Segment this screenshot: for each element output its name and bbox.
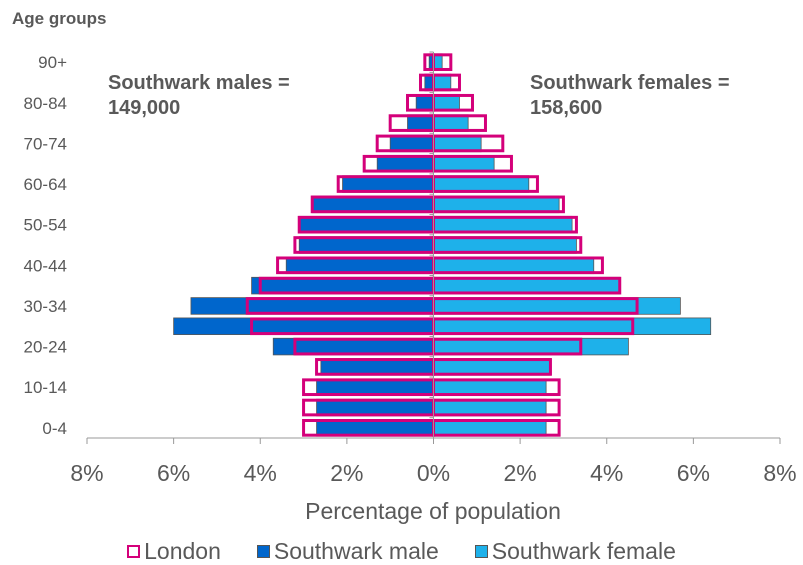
x-tick-label: 4% xyxy=(590,460,623,486)
southwark-female-swatch-icon xyxy=(474,544,488,558)
y-tick-label: 30-34 xyxy=(24,297,67,316)
y-tick-label: 60-64 xyxy=(24,175,67,194)
legend-label-southwark-male: Southwark male xyxy=(273,537,439,564)
legend-item-southwark-male: Southwark male xyxy=(256,537,439,565)
legend-label-london: London xyxy=(144,537,221,564)
x-tick-label: 8% xyxy=(763,460,796,486)
x-tick-label: 2% xyxy=(330,460,363,486)
female-total-label: Southwark females = xyxy=(530,72,730,94)
male-total-value: 149,000 xyxy=(108,97,181,119)
southwark-male-bars xyxy=(173,53,434,437)
y-tick-label: 50-54 xyxy=(24,216,67,235)
x-tick-label: 8% xyxy=(70,460,103,486)
x-tick-label: 6% xyxy=(677,460,710,486)
legend: London Southwark male Southwark female xyxy=(0,538,803,564)
x-axis-title: Percentage of population xyxy=(305,498,561,524)
y-tick-label: 40-44 xyxy=(24,256,67,275)
legend-item-london: London xyxy=(127,538,221,565)
y-tick-label: 90+ xyxy=(38,53,67,72)
x-tick-label: 4% xyxy=(244,460,277,486)
y-tick-label: 70-74 xyxy=(24,134,67,153)
southwark-male-swatch-icon xyxy=(256,544,270,558)
y-tick-label: 20-24 xyxy=(24,338,67,357)
legend-label-southwark-female: Southwark female xyxy=(491,537,676,564)
london-swatch-icon xyxy=(127,544,141,558)
southwark-female-bars xyxy=(433,53,712,437)
female-total-annotation: Southwark females = 158,600 xyxy=(530,71,730,121)
y-axis-title: Age groups xyxy=(12,9,106,28)
male-total-annotation: Southwark males = 149,000 xyxy=(108,71,290,121)
axes: 0-4 10-14 20-24 30-34 40-44 50-54 60-64 70-74 80… xyxy=(24,51,797,486)
x-tick-label: 0% xyxy=(417,460,450,486)
x-tick-label: 6% xyxy=(157,460,190,486)
legend-item-southwark-female: Southwark female xyxy=(474,537,676,565)
y-tick-label: 10-14 xyxy=(24,378,67,397)
population-pyramid-chart: 0-4 10-14 20-24 30-34 40-44 50-54 60-64 70-74 80… xyxy=(12,9,797,524)
male-total-label: Southwark males = xyxy=(108,72,290,94)
female-total-value: 158,600 xyxy=(530,97,603,119)
y-tick-label: 80-84 xyxy=(24,94,67,113)
y-tick-label: 0-4 xyxy=(42,419,67,438)
x-tick-label: 2% xyxy=(504,460,537,486)
